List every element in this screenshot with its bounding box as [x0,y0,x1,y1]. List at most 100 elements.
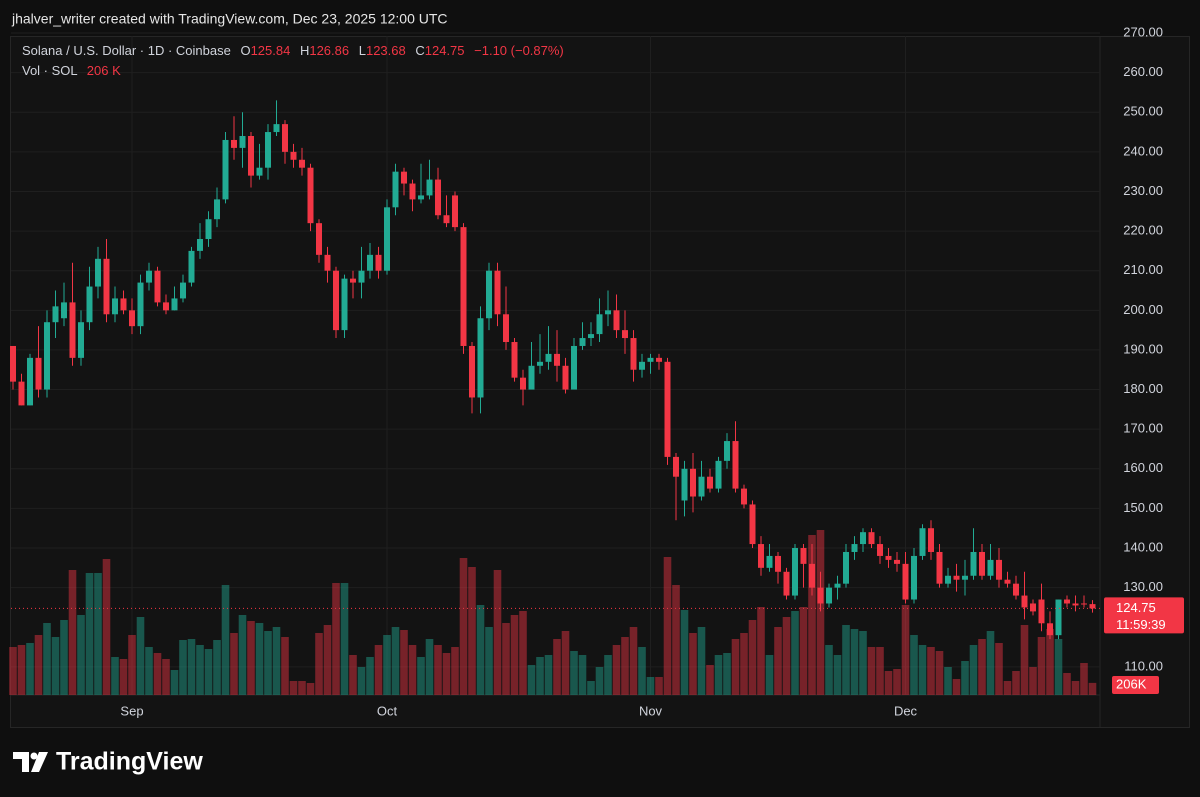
volume-bar [102,559,111,695]
volume-bar [774,627,782,695]
volume-bar [680,610,689,695]
volume-bar [1037,637,1046,695]
volume-bar [1088,682,1097,695]
volume-bar [986,631,995,695]
candle-body [537,361,543,366]
candle-body [384,207,390,271]
candle-body [622,330,628,339]
candle-body [35,357,42,390]
volume-bar [374,645,383,695]
candle-body [630,338,637,370]
y-tick-label: 210.00 [1123,262,1163,277]
volume-bar [935,651,944,695]
candle-body [197,239,203,251]
candle-body [27,357,33,406]
volume-bar [502,623,510,695]
y-tick-label: 130.00 [1123,579,1163,594]
candle-body [350,278,356,283]
candle-body [401,171,407,184]
candle-body [911,555,917,600]
candle-body [639,361,645,370]
candle-body [732,441,739,489]
legend-ohlc: Solana / U.S. Dollar · 1D · Coinbase O12… [22,43,564,58]
candle-body [324,254,331,271]
volume-bar [757,607,765,695]
volume-bar [136,617,145,695]
volume-bar [417,657,425,695]
volume-bar [162,659,170,695]
volume-bar [978,639,986,695]
candle-body [409,183,416,200]
candle-body [1038,599,1045,624]
candle-body [698,476,705,497]
y-tick-label: 270.00 [1123,24,1163,39]
candle-body [273,124,280,133]
candle-body [61,302,67,319]
volume-bar [527,665,536,695]
candle-body [154,270,161,303]
candle-body [851,544,858,552]
candle-body [10,345,16,382]
candle-body [469,345,475,398]
volume-bar [663,557,672,695]
volume-bar [587,681,595,695]
candle-body [477,318,484,398]
volume-bar [995,643,1003,695]
volume-bar [476,605,485,695]
candle-body [239,136,246,148]
volume-bar [425,639,434,695]
volume-bar [468,567,476,695]
candle-body [758,544,764,568]
logo-mark [13,752,29,772]
volume-bar [34,635,43,695]
volume-bar [247,621,255,695]
y-tick-label: 110.00 [1124,658,1163,673]
candle-body [503,314,509,343]
volume-bar [723,653,731,695]
x-tick-label: Oct [377,703,398,718]
close-value: 124.75 [425,43,465,58]
y-tick-label: 140.00 [1123,539,1163,554]
volume-bar [850,629,859,695]
volume-bar [1020,625,1029,695]
volume-bar [1003,681,1012,695]
volume-bar [221,585,230,695]
candle-body [596,314,603,335]
volume-bar [289,681,298,695]
candle-body [333,270,339,331]
volume-bar [349,655,357,695]
candle-body [418,195,424,200]
high-value: 126.86 [309,43,349,58]
candle-body [562,365,569,390]
y-tick-label: 220.00 [1123,223,1163,238]
candle-body [834,583,841,588]
volume-bar [519,611,527,695]
y-tick-label: 190.00 [1123,341,1163,356]
volume-bar [969,645,978,695]
volume-bar [187,639,196,695]
candle-body [163,302,169,311]
candle-body [86,286,93,323]
candle-body [443,215,450,224]
candle-body [129,310,135,327]
volume-bar [9,647,17,695]
open-label: O [240,43,250,58]
candle-body [256,167,263,176]
y-tick-label: 260.00 [1123,64,1163,79]
candle-body [146,270,152,283]
candle-body [367,254,373,271]
candle-body [1013,583,1019,596]
candle-body [78,322,84,358]
volume-bar [1029,667,1037,695]
volume-value: 206 K [87,63,121,78]
volume-bar [876,647,884,695]
volume-bar [927,647,935,695]
volume-bar [782,617,791,695]
volume-tag [1112,676,1159,694]
y-tick-label: 240.00 [1123,143,1163,158]
close-label: C [415,43,424,58]
volume-bar [595,667,604,695]
volume-bar [697,627,706,695]
open-value: 125.84 [251,43,291,58]
candle-body [44,322,50,390]
